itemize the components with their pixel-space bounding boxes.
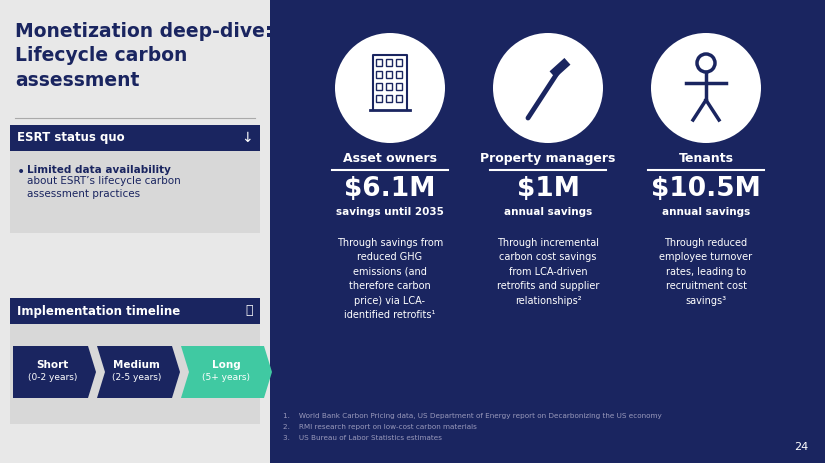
FancyBboxPatch shape bbox=[0, 0, 270, 463]
Text: annual savings: annual savings bbox=[504, 207, 592, 217]
Text: Short: Short bbox=[36, 360, 68, 370]
Circle shape bbox=[493, 33, 603, 143]
Text: Medium: Medium bbox=[113, 360, 160, 370]
Text: 2.    RMI research report on low-cost carbon materials: 2. RMI research report on low-cost carbo… bbox=[283, 424, 477, 430]
Text: ⏱: ⏱ bbox=[246, 305, 253, 318]
FancyBboxPatch shape bbox=[10, 324, 260, 424]
FancyBboxPatch shape bbox=[10, 125, 260, 151]
Polygon shape bbox=[97, 346, 180, 398]
Circle shape bbox=[651, 33, 761, 143]
Circle shape bbox=[335, 33, 445, 143]
Text: 1.    World Bank Carbon Pricing data, US Department of Energy report on Decarbon: 1. World Bank Carbon Pricing data, US De… bbox=[283, 413, 662, 419]
Text: Tenants: Tenants bbox=[678, 152, 733, 165]
Text: about ESRT’s lifecycle carbon
assessment practices: about ESRT’s lifecycle carbon assessment… bbox=[27, 176, 181, 199]
Text: 24: 24 bbox=[794, 442, 808, 452]
Text: savings until 2035: savings until 2035 bbox=[336, 207, 444, 217]
Text: $10.5M: $10.5M bbox=[651, 176, 761, 202]
Text: (5+ years): (5+ years) bbox=[202, 374, 251, 382]
FancyBboxPatch shape bbox=[10, 298, 260, 324]
Text: $1M: $1M bbox=[516, 176, 579, 202]
Text: Asset owners: Asset owners bbox=[343, 152, 437, 165]
Polygon shape bbox=[181, 346, 272, 398]
Text: ↓: ↓ bbox=[242, 131, 253, 145]
Text: Through savings from
reduced GHG
emissions (and
therefore carbon
price) via LCA-: Through savings from reduced GHG emissio… bbox=[337, 238, 443, 320]
FancyBboxPatch shape bbox=[10, 151, 260, 233]
Text: annual savings: annual savings bbox=[662, 207, 750, 217]
Text: Through incremental
carbon cost savings
from LCA-driven
retrofits and supplier
r: Through incremental carbon cost savings … bbox=[497, 238, 599, 306]
Text: Monetization deep-dive:
Lifecycle carbon
assessment: Monetization deep-dive: Lifecycle carbon… bbox=[15, 22, 272, 89]
Text: 3.    US Bureau of Labor Statistics estimates: 3. US Bureau of Labor Statistics estimat… bbox=[283, 435, 442, 441]
Text: Implementation timeline: Implementation timeline bbox=[17, 305, 180, 318]
Text: Property managers: Property managers bbox=[480, 152, 615, 165]
Text: Limited data availability: Limited data availability bbox=[27, 165, 171, 175]
Text: $6.1M: $6.1M bbox=[344, 176, 436, 202]
Text: Long: Long bbox=[212, 360, 241, 370]
Text: (2-5 years): (2-5 years) bbox=[112, 374, 161, 382]
FancyBboxPatch shape bbox=[270, 0, 825, 463]
Text: •: • bbox=[17, 165, 26, 179]
Polygon shape bbox=[13, 346, 96, 398]
Polygon shape bbox=[549, 58, 570, 78]
Text: ESRT status quo: ESRT status quo bbox=[17, 131, 125, 144]
Text: Through reduced
employee turnover
rates, leading to
recruitment cost
savings³: Through reduced employee turnover rates,… bbox=[659, 238, 752, 306]
Text: (0-2 years): (0-2 years) bbox=[28, 374, 78, 382]
